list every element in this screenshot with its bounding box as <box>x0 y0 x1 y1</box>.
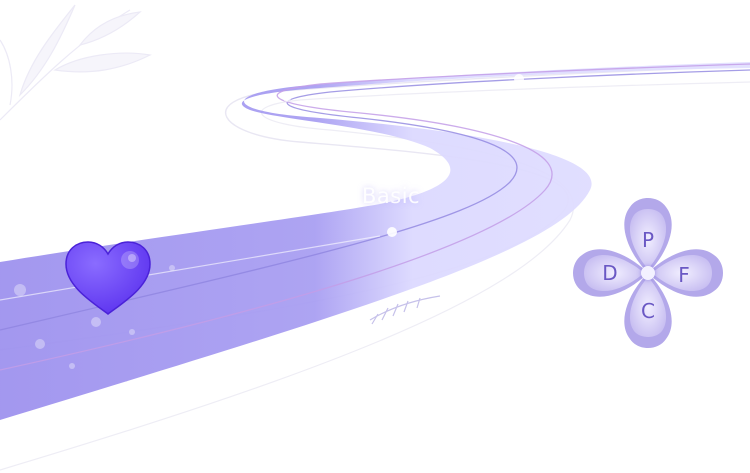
key-left-button[interactable]: D <box>602 261 618 285</box>
lane-line <box>0 69 750 331</box>
bubble-decor <box>14 265 175 369</box>
heart-icon <box>65 241 151 315</box>
key-up-button[interactable]: P <box>641 228 655 252</box>
track-dot <box>283 94 291 102</box>
dpad-petals <box>573 198 723 348</box>
leaf-icon <box>0 4 152 121</box>
player-heart[interactable] <box>62 238 154 318</box>
lane-line <box>0 63 750 371</box>
leaf-icon <box>369 295 441 325</box>
track-outline <box>0 81 750 471</box>
lane-line <box>0 235 381 301</box>
track-dot <box>514 74 524 84</box>
level-label: Basic <box>362 184 421 208</box>
track-dot <box>387 227 397 237</box>
dpad-center <box>641 266 655 280</box>
key-right-button[interactable]: F <box>678 263 690 287</box>
direction-pad: P D F C <box>560 185 736 361</box>
track-road <box>0 62 750 420</box>
key-down-button[interactable]: C <box>641 299 655 323</box>
